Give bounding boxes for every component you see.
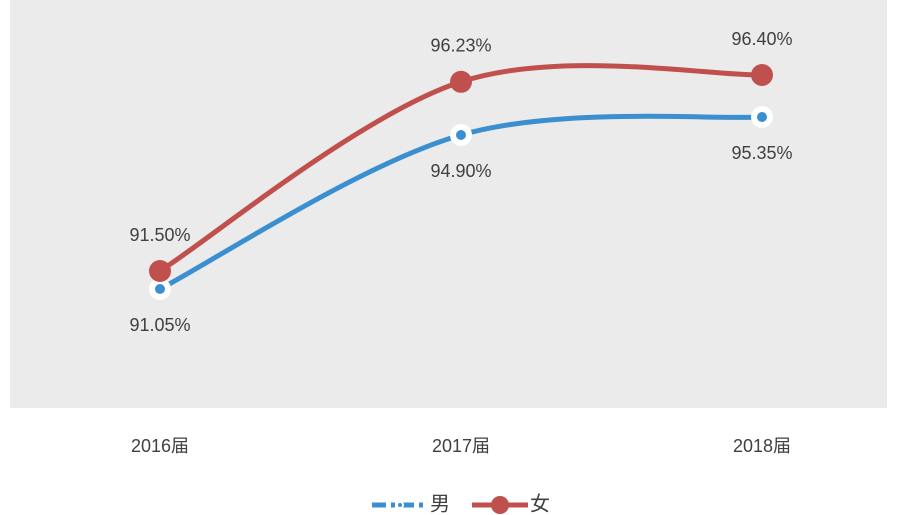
legend-marker (491, 496, 509, 514)
data-label: 94.90% (430, 161, 491, 181)
plot-area (10, 0, 887, 408)
data-label: 95.35% (731, 143, 792, 163)
marker (149, 260, 171, 282)
marker (450, 70, 472, 93)
x-tick-label: 2018届 (733, 436, 791, 456)
x-tick-label: 2016届 (131, 436, 189, 456)
legend-label: 男 (430, 493, 450, 515)
data-label: 91.05% (129, 315, 190, 335)
marker (751, 64, 773, 86)
legend-label: 女 (530, 492, 550, 515)
x-tick-label: 2017届 (432, 436, 490, 456)
data-label: 96.23% (430, 36, 491, 56)
marker-dot (456, 130, 466, 140)
data-label: 91.50% (129, 225, 190, 245)
data-label: 96.40% (731, 29, 792, 49)
marker-dot (757, 112, 767, 122)
marker-dot (155, 284, 165, 294)
legend-marker-dot (398, 503, 402, 507)
